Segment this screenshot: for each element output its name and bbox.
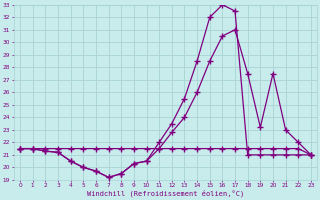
X-axis label: Windchill (Refroidissement éolien,°C): Windchill (Refroidissement éolien,°C)	[87, 190, 244, 197]
